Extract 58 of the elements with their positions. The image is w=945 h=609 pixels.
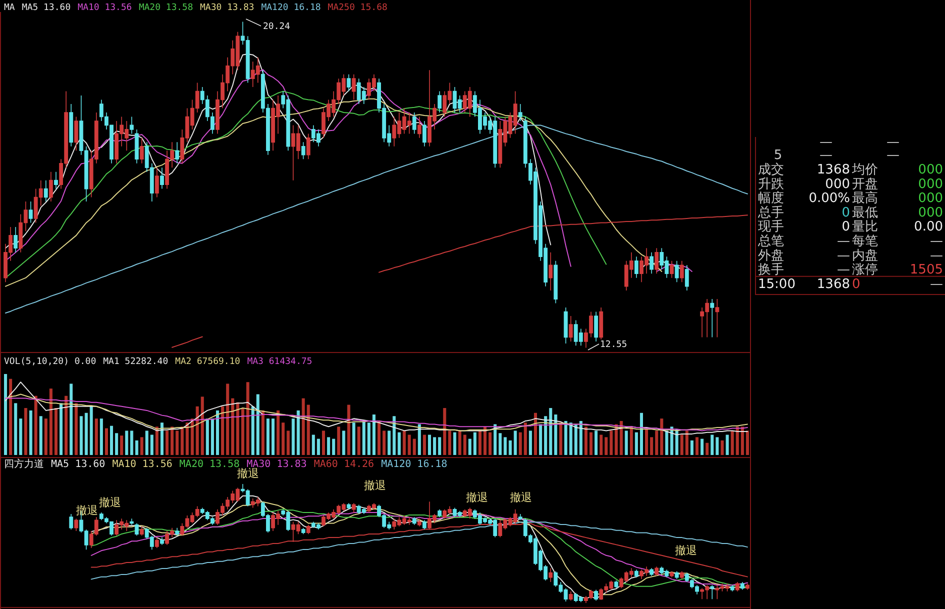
table-text: 0.00 xyxy=(914,220,943,235)
title: VOL(5,10,20) 0.00 xyxy=(4,357,96,367)
series-name: MA120 16.18 xyxy=(381,459,448,470)
table-text: 成交 xyxy=(758,162,784,178)
annotation: 撤退 xyxy=(675,544,697,557)
table-text: 总笔 xyxy=(758,234,784,249)
annotation: 撤退 xyxy=(510,491,532,504)
table-text: 1368 xyxy=(816,276,850,292)
title: 四方力道 xyxy=(4,459,44,470)
series-name: MA20 13.58 xyxy=(179,459,240,470)
table-text: 1505 xyxy=(910,262,943,278)
table-text: 最低 xyxy=(852,205,878,220)
table-text: 0.00% xyxy=(808,191,850,206)
table-text: — xyxy=(886,148,900,163)
table-text: 0 xyxy=(842,205,850,220)
series-name: MA60 14.26 xyxy=(314,459,374,470)
table-text: 0 xyxy=(842,220,850,235)
table-text: 升跌 xyxy=(758,176,784,192)
table-text: — xyxy=(837,234,850,249)
table-text: 000 xyxy=(918,191,943,206)
annotation: 撤退 xyxy=(364,479,386,492)
series-name: MA2 67569.10 xyxy=(175,357,240,367)
table-text: 0 xyxy=(852,276,860,292)
table-text: — xyxy=(930,248,943,264)
series-name: MA5 13.60 xyxy=(51,459,106,470)
annotation: 撤退 xyxy=(466,491,488,504)
table-text: — xyxy=(820,135,832,150)
series-name: MA10 13.56 xyxy=(112,459,172,470)
table-text: 1368 xyxy=(816,162,850,178)
table-text: 每笔 xyxy=(852,234,878,249)
table-text: 涨停 xyxy=(852,262,878,278)
table-text: — xyxy=(930,234,943,249)
table-text: — xyxy=(820,148,832,163)
table-text: 换手 xyxy=(758,262,784,278)
table-text: 5 xyxy=(774,148,782,163)
series-name: MA3 61434.75 xyxy=(247,357,312,367)
table-text: 现手 xyxy=(758,220,784,235)
table-text: 000 xyxy=(918,205,943,220)
table-text: 幅度 xyxy=(758,191,784,206)
table-text: 总手 xyxy=(758,205,784,220)
annotation: 撤退 xyxy=(99,496,121,509)
annotation: 撤退 xyxy=(237,467,259,480)
table-text: — xyxy=(837,248,850,264)
series-name: MA1 52282.40 xyxy=(103,357,168,367)
table-text: 均价 xyxy=(852,162,878,178)
table-text: — xyxy=(837,262,850,278)
table-text: 000 xyxy=(918,162,943,178)
table-text: — xyxy=(930,276,943,292)
annotation: 撤退 xyxy=(76,504,98,517)
table-text: 000 xyxy=(825,176,850,192)
table-text: 000 xyxy=(918,176,943,192)
table-text: 量比 xyxy=(852,220,878,235)
table-text: 15:00 xyxy=(758,276,796,292)
table-text: — xyxy=(886,135,900,150)
table-text: 内盘 xyxy=(852,248,878,264)
table-text: 外盘 xyxy=(758,248,784,264)
table-text: 最高 xyxy=(852,191,878,206)
table-text: 开盘 xyxy=(852,176,878,192)
